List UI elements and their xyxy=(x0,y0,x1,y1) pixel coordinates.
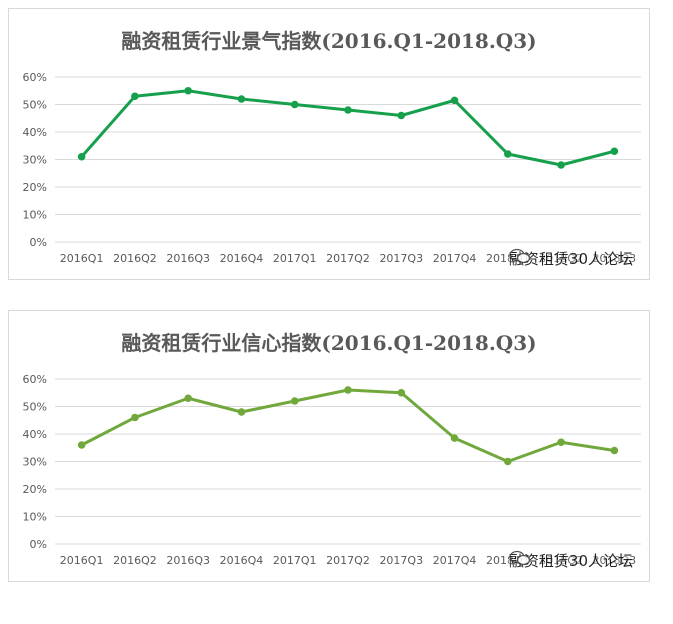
watermark: 融资租赁30人论坛 xyxy=(509,248,633,269)
data-point xyxy=(610,147,619,156)
y-tick-label: 50% xyxy=(23,99,47,112)
x-tick-label: 2018Q2 xyxy=(539,554,583,567)
line-chart-business-climate: 0% 10% 20% 30% 40% 50% 60% 2016Q1 2016Q2 2016Q3 20… xyxy=(23,71,641,265)
data-point xyxy=(77,441,86,449)
x-tick-label: 2017Q3 xyxy=(379,252,423,265)
watermark-text: 融资租赁30人论坛 xyxy=(508,552,633,570)
chart-title: 融资租赁行业信心指数(2016.Q1-2018.Q3) xyxy=(121,331,537,355)
y-tick-label: 30% xyxy=(23,154,47,167)
x-tick-label: 2018Q2 xyxy=(539,252,583,265)
x-tick-label: 2017Q2 xyxy=(326,554,370,567)
data-point xyxy=(397,111,406,120)
x-tick-label: 2016Q1 xyxy=(60,554,104,567)
data-point xyxy=(557,161,565,169)
x-tick-label: 2017Q1 xyxy=(273,554,317,567)
data-point xyxy=(184,394,192,403)
data-point xyxy=(504,457,512,466)
watermark-text: 融资租赁30人论坛 xyxy=(508,250,633,268)
y-tick-label: 10% xyxy=(23,511,47,524)
x-tick-label: 2016Q3 xyxy=(166,252,210,265)
x-tick-label: 2018Q3 xyxy=(593,554,637,567)
x-tick-label: 2016Q1 xyxy=(60,252,104,265)
y-tick-label: 20% xyxy=(23,181,47,194)
data-point xyxy=(131,413,139,422)
data-point xyxy=(184,86,192,95)
x-tick-label: 2016Q3 xyxy=(166,554,210,567)
series-line xyxy=(80,89,616,167)
x-tick-label: 2018Q3 xyxy=(593,252,637,265)
data-point xyxy=(610,446,619,455)
data-point xyxy=(557,438,565,447)
y-tick-label: 0% xyxy=(30,538,47,551)
chart-panel-business-climate: 融资租赁行业景气指数(2016.Q1-2018.Q3) 0% 10% 20% 30% 4… xyxy=(8,8,650,280)
data-point xyxy=(397,388,406,397)
data-point xyxy=(290,100,299,109)
wechat-icon xyxy=(509,248,531,264)
x-tick-label: 2017Q4 xyxy=(433,252,477,265)
y-tick-label: 60% xyxy=(23,71,47,84)
data-point xyxy=(131,92,139,101)
data-point xyxy=(450,434,459,442)
x-tick-label: 2016Q4 xyxy=(220,252,264,265)
line-chart-confidence: 0% 10% 20% 30% 40% 50% 60% 2016Q1 2016Q2 2016Q3 20… xyxy=(23,373,641,567)
x-tick-label: 2016Q4 xyxy=(220,554,264,567)
chart-panel-confidence: 融资租赁行业信心指数(2016.Q1-2018.Q3) 0% 10% 20% 30% 4… xyxy=(8,310,650,582)
series-line xyxy=(80,388,616,463)
wechat-icon xyxy=(509,550,531,566)
x-tick-label: 2016Q2 xyxy=(113,252,157,265)
data-point xyxy=(504,150,512,158)
x-tick-label: 2017Q3 xyxy=(379,554,423,567)
data-point xyxy=(237,408,246,416)
y-tick-label: 20% xyxy=(23,483,47,496)
data-point xyxy=(450,96,459,105)
y-tick-label: 0% xyxy=(30,236,47,249)
x-tick-label: 2017Q2 xyxy=(326,252,370,265)
y-tick-label: 60% xyxy=(23,373,47,386)
x-tick-label: 2016Q2 xyxy=(113,554,157,567)
y-tick-label: 40% xyxy=(23,126,47,139)
y-tick-label: 10% xyxy=(23,209,47,222)
y-tick-label: 50% xyxy=(23,401,47,414)
data-point xyxy=(290,397,299,405)
x-tick-label: 2017Q4 xyxy=(433,554,477,567)
watermark: 融资租赁30人论坛 xyxy=(509,550,633,571)
x-tick-label: 2017Q1 xyxy=(273,252,317,265)
y-tick-label: 40% xyxy=(23,428,47,441)
y-tick-label: 30% xyxy=(23,456,47,469)
data-point xyxy=(344,386,352,394)
data-point xyxy=(77,152,86,161)
data-point xyxy=(344,106,352,114)
chart-title: 融资租赁行业景气指数(2016.Q1-2018.Q3) xyxy=(121,29,537,53)
data-point xyxy=(237,95,246,103)
